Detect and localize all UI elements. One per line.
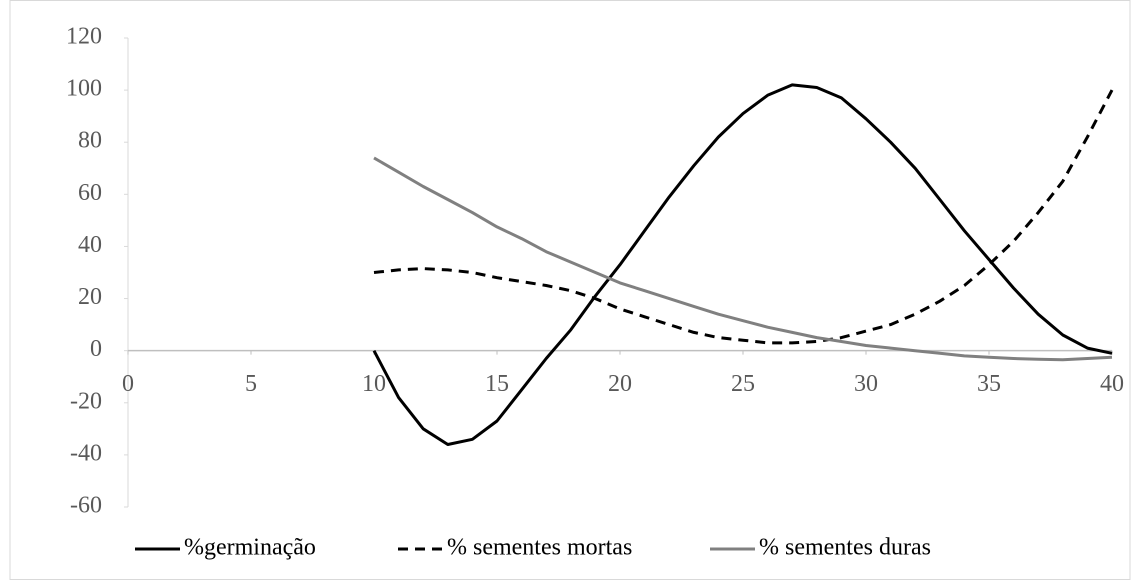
legend-label: % sementes duras [759, 535, 931, 561]
x-tick-label: 15 [485, 371, 509, 397]
y-tick-label: 120 [66, 24, 102, 50]
legend-label: % sementes mortas [447, 535, 632, 561]
y-tick-label: 40 [78, 232, 102, 258]
x-tick-label: 30 [854, 371, 878, 397]
x-tick-label: 40 [1100, 371, 1124, 397]
y-tick-label: 0 [90, 336, 102, 362]
series-line [373, 89, 1114, 345]
legend-label: %germinação [184, 535, 316, 561]
y-tick-label: 80 [78, 128, 102, 154]
x-tick-label: 5 [245, 371, 257, 397]
y-tick-label: 100 [66, 76, 102, 102]
x-tick-label: 25 [731, 371, 755, 397]
y-tick-label: -60 [70, 493, 102, 519]
x-tick-label: 20 [608, 371, 632, 397]
series-line [372, 83, 1113, 446]
y-tick-label: 20 [78, 284, 102, 310]
chart-frame [9, 0, 1131, 580]
x-tick-label: 10 [362, 371, 386, 397]
y-tick-label: 60 [78, 180, 102, 206]
x-tick-label: 35 [977, 371, 1001, 397]
y-tick-label: -40 [70, 440, 102, 466]
series-line [373, 156, 1113, 362]
x-tick-label: 0 [122, 371, 134, 397]
y-tick-label: -20 [70, 388, 102, 414]
